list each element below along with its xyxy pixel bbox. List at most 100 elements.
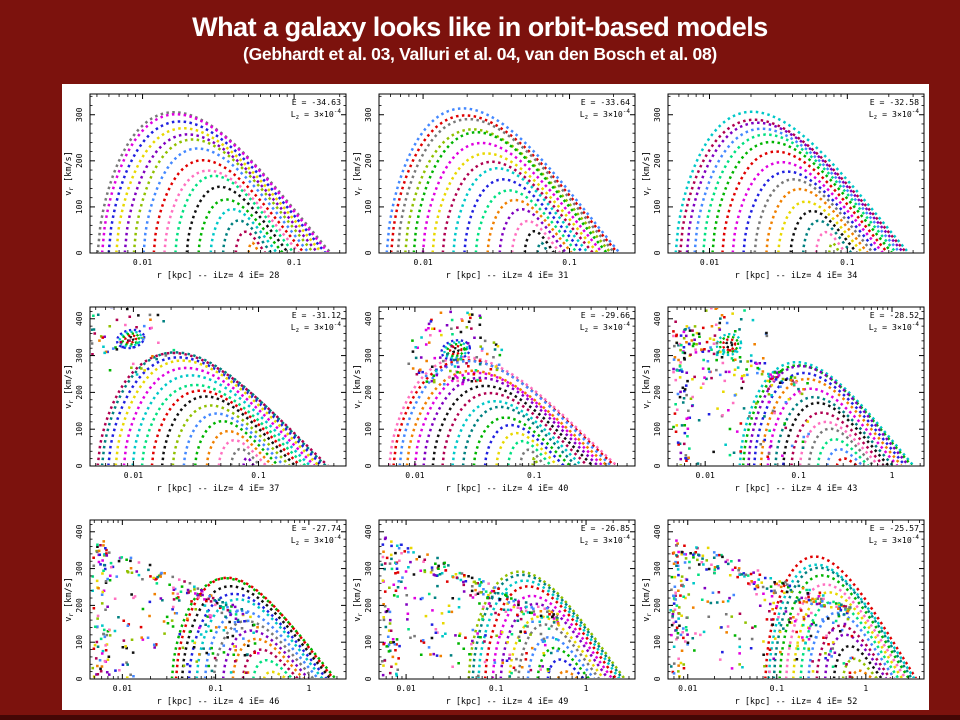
y-axis-label: vr [km/s] bbox=[64, 577, 75, 622]
energy-annotation: E = -26.85 bbox=[581, 523, 630, 533]
svg-text:100: 100 bbox=[364, 200, 373, 215]
svg-text:300: 300 bbox=[364, 348, 373, 363]
lz-annotation: Lz = 3×10-4 bbox=[869, 321, 920, 334]
svg-text:300: 300 bbox=[364, 107, 373, 122]
svg-text:200: 200 bbox=[364, 153, 373, 168]
svg-text:0: 0 bbox=[75, 463, 84, 468]
svg-text:300: 300 bbox=[653, 107, 662, 122]
svg-text:0.01: 0.01 bbox=[405, 471, 424, 480]
svg-text:0.01: 0.01 bbox=[133, 258, 152, 267]
x-axis-label: r [kpc] -- iLz= 4 iE= 52 bbox=[735, 697, 858, 707]
energy-annotation: E = -29.66 bbox=[581, 310, 630, 320]
x-axis-label: r [kpc] -- iLz= 4 iE= 46 bbox=[157, 697, 280, 707]
svg-text:200: 200 bbox=[364, 598, 373, 613]
svg-text:0.01: 0.01 bbox=[678, 684, 697, 693]
lz-annotation: Lz = 3×10-4 bbox=[580, 321, 631, 334]
svg-text:0.01: 0.01 bbox=[413, 258, 432, 267]
svg-text:0: 0 bbox=[364, 676, 373, 681]
svg-text:100: 100 bbox=[364, 635, 373, 650]
svg-text:100: 100 bbox=[75, 635, 84, 650]
svg-text:400: 400 bbox=[364, 524, 373, 539]
svg-text:200: 200 bbox=[364, 385, 373, 400]
lz-annotation: Lz = 3×10-4 bbox=[291, 108, 342, 121]
svg-text:0: 0 bbox=[75, 676, 84, 681]
svg-text:0.01: 0.01 bbox=[700, 258, 719, 267]
energy-annotation: E = -31.12 bbox=[292, 310, 341, 320]
svg-text:1: 1 bbox=[584, 684, 589, 693]
lz-annotation: Lz = 3×10-4 bbox=[580, 534, 631, 547]
svg-text:300: 300 bbox=[75, 561, 84, 576]
y-axis-label: vr [km/s] bbox=[353, 577, 364, 622]
svg-text:200: 200 bbox=[653, 153, 662, 168]
svg-text:0.01: 0.01 bbox=[113, 684, 132, 693]
orbit-panel-5: 0.01 0.1 0 100 200 300 400 r [kpc] -- iLz= 4 iE… bbox=[353, 306, 636, 494]
svg-text:1: 1 bbox=[890, 471, 895, 480]
lz-annotation: Lz = 3×10-4 bbox=[869, 108, 920, 121]
svg-text:0.1: 0.1 bbox=[840, 258, 855, 267]
svg-text:300: 300 bbox=[75, 107, 84, 122]
y-axis-label: vr [km/s] bbox=[353, 364, 364, 409]
svg-text:0.1: 0.1 bbox=[208, 684, 223, 693]
svg-text:0.01: 0.01 bbox=[396, 684, 415, 693]
energy-annotation: E = -34.63 bbox=[292, 97, 341, 107]
lz-annotation: Lz = 3×10-4 bbox=[869, 534, 920, 547]
x-axis-label: r [kpc] -- iLz= 4 iE= 37 bbox=[157, 484, 280, 494]
orbit-panel-2: 0.01 0.1 0 100 200 300 r [kpc] -- iLz= 4 iE= 3… bbox=[353, 93, 636, 281]
lz-annotation: Lz = 3×10-4 bbox=[580, 108, 631, 121]
svg-text:300: 300 bbox=[653, 561, 662, 576]
energy-annotation: E = -27.74 bbox=[292, 523, 341, 533]
lz-annotation: Lz = 3×10-4 bbox=[291, 321, 342, 334]
svg-text:400: 400 bbox=[75, 311, 84, 326]
svg-text:300: 300 bbox=[653, 348, 662, 363]
svg-text:200: 200 bbox=[653, 385, 662, 400]
plot-canvas: 0.01 0.1 0 100 200 300 r [kpc] -- iLz= 4 iE= 2… bbox=[62, 84, 929, 710]
x-axis-label: r [kpc] -- iLz= 4 iE= 49 bbox=[446, 697, 569, 707]
orbit-panel-7: 0.01 0.1 1 0 100 200 300 400 r [kpc] -- iLz= 4 i… bbox=[64, 519, 347, 707]
svg-text:300: 300 bbox=[75, 348, 84, 363]
x-axis-label: r [kpc] -- iLz= 4 iE= 31 bbox=[446, 271, 569, 281]
x-axis-label: r [kpc] -- iLz= 4 iE= 43 bbox=[735, 484, 858, 494]
svg-text:100: 100 bbox=[653, 635, 662, 650]
svg-text:400: 400 bbox=[75, 524, 84, 539]
energy-annotation: E = -25.57 bbox=[870, 523, 919, 533]
orbit-panel-3: 0.01 0.1 0 100 200 300 r [kpc] -- iLz= 4 iE= 3… bbox=[642, 93, 925, 281]
svg-text:0.1: 0.1 bbox=[562, 258, 577, 267]
y-axis-label: vr [km/s] bbox=[642, 577, 653, 622]
orbit-panel-9: 0.01 0.1 1 0 100 200 300 400 r [kpc] -- iLz= 4 i… bbox=[642, 519, 925, 707]
lz-annotation: Lz = 3×10-4 bbox=[291, 534, 342, 547]
svg-text:100: 100 bbox=[75, 422, 84, 437]
svg-text:1: 1 bbox=[863, 684, 868, 693]
orbit-panel-8: 0.01 0.1 1 0 100 200 300 400 r [kpc] -- iLz= 4 i… bbox=[353, 519, 636, 707]
svg-text:0.1: 0.1 bbox=[770, 684, 785, 693]
bottom-stripe bbox=[0, 715, 960, 720]
svg-text:0.1: 0.1 bbox=[527, 471, 542, 480]
svg-text:0.1: 0.1 bbox=[251, 471, 266, 480]
svg-text:0.1: 0.1 bbox=[489, 684, 504, 693]
svg-text:0.01: 0.01 bbox=[696, 471, 715, 480]
svg-text:100: 100 bbox=[75, 200, 84, 215]
svg-text:200: 200 bbox=[75, 153, 84, 168]
y-axis-label: vr [km/s] bbox=[642, 364, 653, 409]
svg-text:0.01: 0.01 bbox=[124, 471, 143, 480]
x-axis-label: r [kpc] -- iLz= 4 iE= 34 bbox=[735, 271, 858, 281]
energy-annotation: E = -32.58 bbox=[870, 97, 919, 107]
svg-text:400: 400 bbox=[653, 524, 662, 539]
svg-text:0: 0 bbox=[75, 250, 84, 255]
y-axis-label: vr [km/s] bbox=[353, 151, 364, 196]
svg-text:1: 1 bbox=[306, 684, 311, 693]
svg-text:100: 100 bbox=[653, 422, 662, 437]
svg-text:0: 0 bbox=[653, 250, 662, 255]
x-axis-label: r [kpc] -- iLz= 4 iE= 40 bbox=[446, 484, 569, 494]
x-axis-label: r [kpc] -- iLz= 4 iE= 28 bbox=[157, 271, 280, 281]
y-axis-label: vr [km/s] bbox=[64, 364, 75, 409]
svg-text:100: 100 bbox=[364, 422, 373, 437]
svg-text:100: 100 bbox=[653, 200, 662, 215]
orbit-panel-1: 0.01 0.1 0 100 200 300 r [kpc] -- iLz= 4 iE= 2… bbox=[64, 93, 347, 281]
energy-annotation: E = -28.52 bbox=[870, 310, 919, 320]
energy-annotation: E = -33.64 bbox=[581, 97, 630, 107]
svg-text:0: 0 bbox=[653, 676, 662, 681]
slide-title: What a galaxy looks like in orbit-based … bbox=[192, 12, 768, 42]
svg-text:400: 400 bbox=[653, 311, 662, 326]
svg-text:0: 0 bbox=[364, 463, 373, 468]
